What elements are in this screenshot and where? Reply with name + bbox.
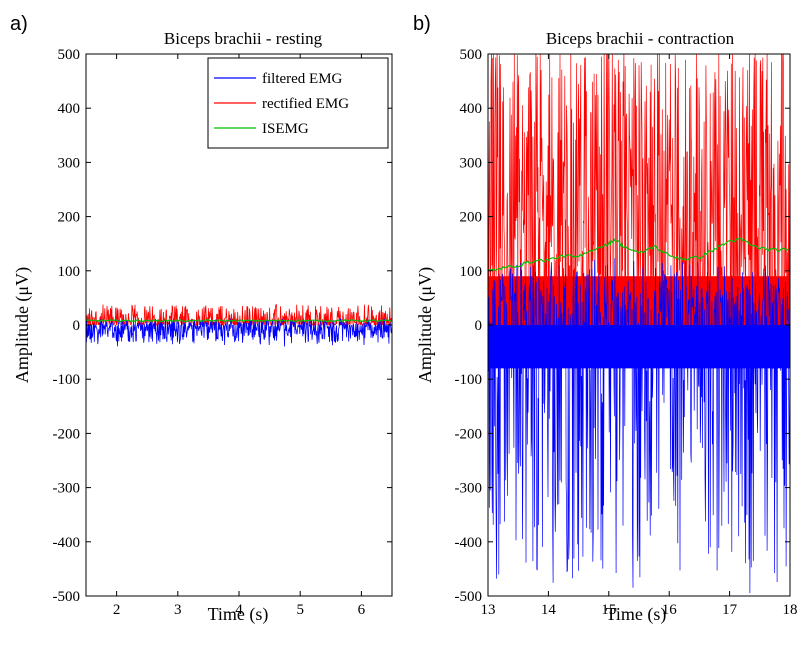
y-tick-label: 500 [460,47,483,63]
legend-entry-label: rectified EMG [262,96,349,112]
series-rectified-emg [488,54,790,326]
y-tick-label: 300 [460,155,483,171]
y-tick-label: 100 [58,264,81,280]
x-tick-label: 2 [113,602,121,618]
chart-panel-a: a) Biceps brachii - resting Amplitude (μ… [10,13,393,625]
y-tick-label: 500 [58,47,81,63]
y-tick-label: -500 [455,589,483,605]
y-tick-label: 300 [58,155,81,171]
x-tick-label: 13 [481,602,496,618]
y-tick-label: -100 [455,372,483,388]
x-tick-label: 4 [235,602,243,618]
legend-entry-label: filtered EMG [262,71,343,87]
y-tick-label: 0 [73,318,81,334]
x-tick-label: 17 [722,602,738,618]
y-tick-label: -100 [53,372,81,388]
chart-a-ylabel: Amplitude (μV) [12,267,33,383]
y-tick-label: 200 [460,210,483,226]
y-tick-label: 400 [58,101,81,117]
y-tick-label: -200 [53,426,81,442]
x-tick-label: 6 [358,602,366,618]
chart-a-legend: filtered EMG rectified EMG ISEMG [207,57,389,149]
panel-a-label: a) [10,13,28,35]
y-tick-label: 100 [460,264,483,280]
y-tick-label: -300 [455,481,483,497]
series-isemg [488,237,789,272]
y-tick-label: -400 [455,535,483,551]
x-tick-label: 5 [296,602,304,618]
y-tick-label: 200 [58,210,81,226]
x-tick-label: 16 [662,602,678,618]
series-filtered-emg [86,318,392,347]
panel-b-label: b) [413,13,431,35]
chart-a-xlabel: Time (s) [208,604,269,625]
y-tick-label: -500 [53,589,81,605]
chart-b-title: Biceps brachii - contraction [546,29,735,48]
legend-entry-label: ISEMG [262,121,309,137]
x-tick-label: 14 [541,602,557,618]
chart-b-ylabel: Amplitude (μV) [415,267,436,383]
y-tick-label: -400 [53,535,81,551]
y-tick-label: 400 [460,101,483,117]
chart-a-title: Biceps brachii - resting [164,29,323,48]
x-tick-label: 18 [783,602,798,618]
filtered-emg-dense-band [488,325,790,369]
y-tick-label: 0 [475,318,483,334]
y-tick-label: -300 [53,481,81,497]
chart-b-xlabel: Time (s) [606,604,667,625]
chart-panel-b: b) Biceps brachii - contraction Amplitud… [413,13,798,625]
series-isemg [86,319,392,323]
x-tick-label: 15 [601,602,616,618]
y-tick-label: -200 [455,426,483,442]
x-tick-label: 3 [174,602,182,618]
